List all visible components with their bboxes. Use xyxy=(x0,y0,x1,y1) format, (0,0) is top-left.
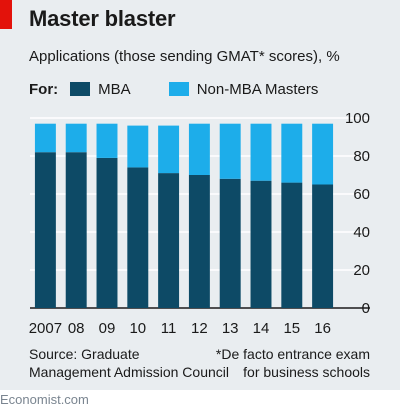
bar-mba xyxy=(65,152,87,308)
legend-item-mba: MBA xyxy=(70,81,131,98)
x-tick-label: 2007 xyxy=(29,320,62,337)
bar-mba xyxy=(250,180,272,308)
y-tick-label: 0 xyxy=(362,300,370,317)
x-tick-label: 11 xyxy=(161,320,177,337)
legend-swatch-mba xyxy=(70,82,91,96)
legend-swatch-non-mba-masters xyxy=(168,82,189,96)
y-tick-label: 100 xyxy=(345,110,370,127)
bar-mba xyxy=(312,184,334,308)
chart-title: Master blaster xyxy=(29,6,176,31)
legend-text-mba: MBA xyxy=(98,80,131,98)
bars xyxy=(34,123,334,308)
x-tick-label: 09 xyxy=(99,320,116,337)
y-tick-label: 80 xyxy=(353,148,370,165)
bar-non-mba-masters xyxy=(127,125,149,168)
legend-text-non-mba-masters: Non-MBA Masters xyxy=(196,80,319,98)
y-tick-label: 60 xyxy=(353,186,370,203)
bar-non-mba-masters xyxy=(96,123,118,158)
bar-non-mba-masters xyxy=(281,123,303,183)
footnote-line-2: for business schools xyxy=(243,364,370,380)
bar-non-mba-masters xyxy=(219,123,241,179)
footer-credit: Economist.com xyxy=(0,392,89,407)
x-tick-label: 12 xyxy=(191,320,208,337)
bar-mba xyxy=(34,152,56,308)
y-tick-label: 40 xyxy=(353,224,370,241)
source-note: Source: Graduate Management Admission Co… xyxy=(29,345,229,381)
x-tick-label: 13 xyxy=(222,320,239,337)
footnote: *De facto entrance exam for business sch… xyxy=(216,345,370,381)
source-line-1: Source: Graduate xyxy=(29,346,140,362)
x-tick-label: 08 xyxy=(68,320,85,337)
x-tick-label: 15 xyxy=(283,320,300,337)
bar-mba xyxy=(188,175,210,308)
legend: For: MBA Non-MBA Masters xyxy=(29,79,356,99)
bar-non-mba-masters xyxy=(158,125,180,174)
x-tick-labels: 2007 08 09 10 11 12 13 14 15 16 xyxy=(29,320,331,337)
bar-non-mba-masters xyxy=(188,123,210,175)
bar-mba xyxy=(281,182,303,308)
bar-non-mba-masters xyxy=(312,123,334,185)
bar-mba xyxy=(158,173,180,308)
y-tick-label: 20 xyxy=(353,262,370,279)
bar-non-mba-masters xyxy=(250,123,272,181)
x-tick-label: 16 xyxy=(314,320,331,337)
source-line-2: Management Admission Council xyxy=(29,364,229,380)
chart-subtitle: Applications (those sending GMAT* scores… xyxy=(29,48,340,65)
legend-label: For: xyxy=(29,80,59,98)
bar-mba xyxy=(219,178,241,308)
brand-red-tag xyxy=(0,0,12,29)
legend-item-non-mba-masters: Non-MBA Masters xyxy=(168,80,319,98)
x-tick-label: 14 xyxy=(253,320,270,337)
bar-non-mba-masters xyxy=(34,123,56,153)
x-tick-label: 10 xyxy=(129,320,146,337)
bar-non-mba-masters xyxy=(65,123,87,153)
bar-mba xyxy=(96,157,118,308)
footnote-line-1: *De facto entrance exam xyxy=(215,346,370,362)
y-tick-labels: 0 20 40 60 80 100 xyxy=(345,110,370,317)
bar-mba xyxy=(127,167,149,308)
